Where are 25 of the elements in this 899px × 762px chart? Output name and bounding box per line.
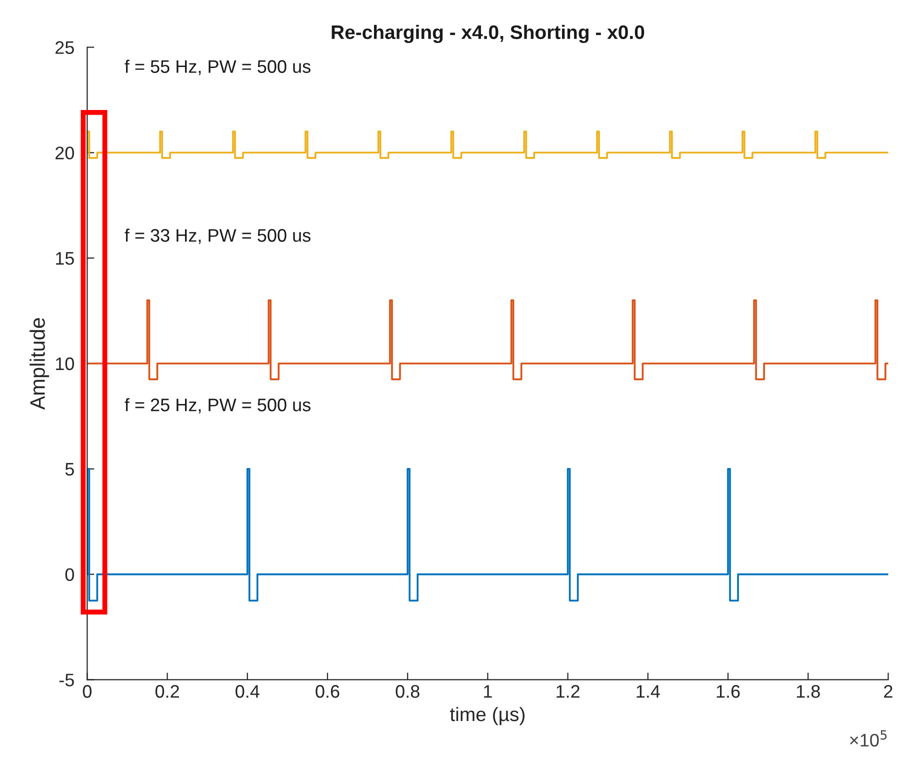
y-tick-label: 10 <box>56 357 74 370</box>
x-tick-label: 1 <box>484 685 492 698</box>
y-tick-label: 20 <box>56 146 74 160</box>
x-axis-title: time (µs) <box>450 706 525 726</box>
x-tick-label: 0.2 <box>155 685 179 698</box>
x-tick-label: 1.8 <box>796 685 820 698</box>
chart-title: Re-charging - x4.0, Shorting - x0.0 <box>332 24 644 44</box>
y-tick-label: 15 <box>56 252 74 265</box>
y-tick-label: 5 <box>65 463 74 476</box>
x-tick-label: 0 <box>82 685 92 698</box>
x-tick-label: 0.8 <box>396 685 420 698</box>
text: ×10$^{5}$ <box>850 730 887 747</box>
x-tick-label: 2 <box>884 685 892 698</box>
y-tick-label: 25 <box>56 41 74 54</box>
x-tick-label: 0.4 <box>236 685 260 698</box>
annotation: f = 25 Hz, PW = 500 us <box>124 398 310 414</box>
x-tick-label: 0.6 <box>316 685 340 698</box>
x-tick-label: 1.6 <box>716 685 740 698</box>
annotation: f = 33 Hz, PW = 500 us <box>124 228 310 244</box>
y-tick-label: 0 <box>65 568 74 582</box>
annotation: f = 55 Hz, PW = 500 us <box>124 60 310 76</box>
y-axis-title: Amplitude <box>30 318 50 410</box>
y-tick-label: -5 <box>59 674 74 686</box>
x-tick-label: 1.4 <box>636 685 660 698</box>
x-tick-label: 1.2 <box>556 685 580 698</box>
